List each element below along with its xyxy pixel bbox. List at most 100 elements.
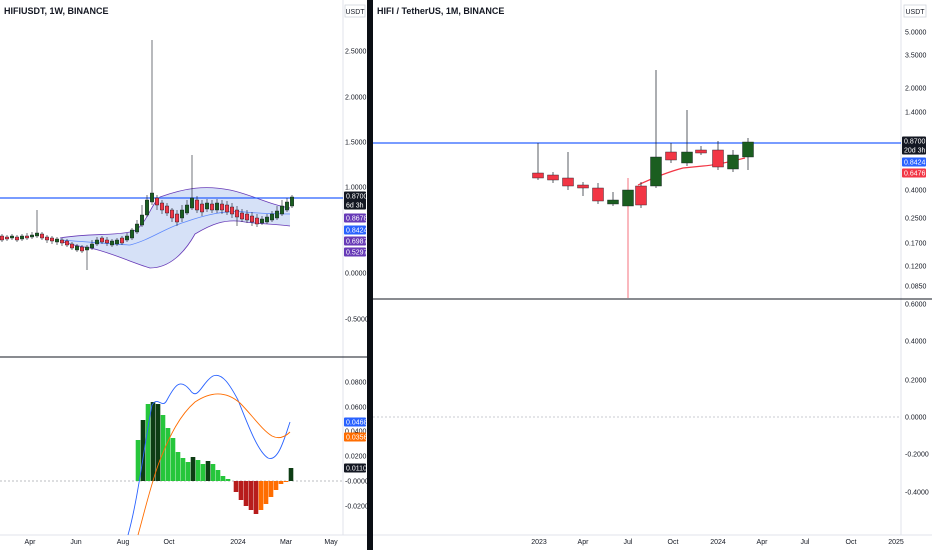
left-time-tick: May	[324, 539, 338, 546]
left-price-badge-value: 0.8424	[346, 228, 367, 235]
left-osc-tick: 0.0600	[345, 405, 367, 412]
right-symbol-title[interactable]: HIFI / TetherUS, 1M, BINANCE	[377, 6, 505, 16]
right-candle-body	[577, 184, 589, 189]
left-candle-body	[234, 209, 239, 218]
left-candle-body	[244, 213, 249, 221]
left-hist-bar	[238, 481, 244, 500]
left-bollinger-upper	[59, 187, 291, 239]
left-osc-badge-value: 0.0110	[346, 466, 367, 473]
right-candle-body	[532, 172, 544, 179]
right-candle-body	[607, 199, 619, 205]
left-candle-body	[224, 204, 229, 213]
right-time-tick: 2024	[710, 539, 726, 546]
left-time-tick: 2024	[230, 539, 246, 546]
right-time-axis[interactable]: 2023 Apr Jul Oct 2024 Apr Jul Oct 2025	[531, 539, 904, 546]
left-signal-line	[137, 393, 291, 536]
right-time-tick: Oct	[846, 539, 857, 546]
left-time-tick: Jun	[70, 539, 81, 546]
right-time-tick: Jul	[801, 539, 810, 546]
right-time-tick: Jul	[624, 539, 633, 546]
left-candle-body	[20, 235, 25, 240]
right-price-badge-value: 0.8700	[904, 139, 926, 146]
right-price-badges: 0.8700 20d 3h 0.8424 0.6476	[902, 136, 926, 178]
left-currency-box[interactable]	[344, 4, 366, 18]
right-candle-body	[650, 156, 662, 187]
right-osc-tick: -0.2000	[905, 452, 929, 459]
left-chart-panel[interactable]: HIFIUSDT, 1W, BINANCE USDT 2.5000 2.0000 1…	[0, 0, 367, 550]
left-hist-bar	[283, 481, 289, 482]
right-currency-box[interactable]	[903, 4, 927, 18]
left-hist-bar	[170, 438, 176, 481]
left-price-tick: 1.5000	[345, 140, 367, 147]
right-candle-body	[562, 177, 574, 187]
right-candles	[532, 70, 754, 298]
left-candle-body	[275, 210, 280, 219]
right-price-tick: 1.4000	[905, 110, 927, 117]
left-hist-bar	[185, 462, 191, 481]
left-candle-body	[134, 223, 139, 233]
left-osc-axis[interactable]: 0.0800 0.0600 0.0400 0.0200 -0.0000 -0.0200	[345, 380, 367, 511]
left-candle-body	[114, 239, 119, 245]
right-osc-tick: 0.6000	[905, 302, 927, 309]
left-osc-tick: 0.0200	[345, 454, 367, 461]
left-hist-bar	[180, 458, 186, 481]
left-hist-bar	[135, 440, 141, 481]
left-candle-body	[169, 209, 174, 219]
right-price-tick: 0.0850	[905, 284, 927, 291]
left-price-badges: 0.8700 6d 3h 0.8678 0.8424 0.6987 0.5297	[344, 191, 367, 257]
left-candle-body	[119, 237, 124, 244]
left-candle-body	[40, 233, 45, 239]
left-candle-body	[149, 192, 154, 203]
right-candle-body	[742, 141, 754, 158]
left-hist-bar	[288, 468, 294, 481]
left-hist-bar	[175, 452, 181, 481]
right-osc-axis[interactable]: 0.6000 0.4000 0.2000 0.0000 -0.2000 -0.4000	[905, 302, 929, 497]
right-candle-body	[547, 174, 559, 181]
left-candle-body	[0, 235, 4, 241]
left-candle-body	[99, 237, 104, 243]
right-chart-svg[interactable]: USDT 5.0000 3.5000 2.0000 1.4000 0.4000 0.250…	[373, 0, 932, 550]
left-candle-body	[74, 245, 79, 251]
panel-divider[interactable]	[367, 0, 373, 550]
left-hist-bar	[150, 402, 156, 481]
left-candle-body	[9, 235, 14, 239]
left-hist-bar	[165, 428, 171, 481]
right-osc-tick: 0.4000	[905, 339, 927, 346]
right-candle-body	[681, 151, 693, 164]
left-candle-body	[25, 235, 30, 239]
left-time-tick: Aug	[117, 539, 130, 546]
right-price-tick: 0.2500	[905, 216, 927, 223]
left-candle-body	[129, 229, 134, 239]
left-candle-body	[199, 203, 204, 213]
left-price-badge	[344, 213, 366, 223]
left-candle-body	[270, 213, 275, 221]
left-candle-body	[144, 199, 149, 216]
right-price-axis[interactable]: 5.0000 3.5000 2.0000 1.4000 0.4000 0.2500 0.17…	[905, 30, 927, 291]
left-time-axis[interactable]: Apr Jun Aug Oct 2024 Mar May	[25, 539, 339, 546]
left-osc-tick: 0.0800	[345, 380, 367, 387]
left-symbol-title[interactable]: HIFIUSDT, 1W, BINANCE	[4, 6, 109, 16]
right-price-badge	[902, 136, 926, 155]
left-macd-line	[127, 374, 291, 536]
left-price-badge	[344, 236, 366, 246]
right-chart-panel[interactable]: HIFI / TetherUS, 1M, BINANCE USDT 5.0000…	[373, 0, 932, 550]
left-candle-body	[290, 196, 295, 207]
left-osc-badge-value: 0.0356	[346, 435, 367, 442]
left-osc-tick: -0.0000	[345, 479, 367, 486]
left-hist-bar	[258, 481, 264, 510]
left-candle-body	[204, 202, 209, 210]
left-chart-svg[interactable]: USDT 2.5000 2.0000 1.5000 1.0000 0.0000 -0.50…	[0, 0, 367, 550]
left-candle-body	[194, 199, 199, 211]
left-candle-body	[45, 236, 50, 241]
left-candle-body	[254, 217, 259, 225]
right-candle-body	[712, 149, 724, 168]
left-candle-body	[89, 243, 94, 249]
left-bollinger-basis	[59, 211, 291, 246]
left-price-axis[interactable]: 2.5000 2.0000 1.5000 1.0000 0.0000 -0.5000	[345, 49, 367, 324]
left-candle-body	[69, 243, 74, 249]
left-candle-body	[109, 240, 114, 246]
left-time-tick: Oct	[164, 539, 175, 546]
left-candle-body	[159, 202, 164, 211]
right-price-tick: 3.5000	[905, 53, 927, 60]
left-candle-body	[189, 197, 194, 209]
